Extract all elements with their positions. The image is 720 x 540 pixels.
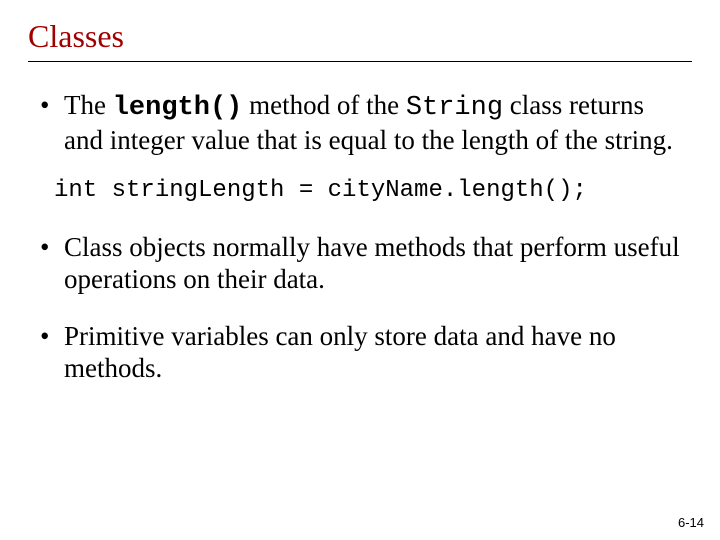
text-span: Primitive variables can only store data … [64,321,616,383]
text-span: The [64,90,113,120]
bullet-list: Class objects normally have methods that… [28,232,692,385]
bullet-item: Primitive variables can only store data … [36,321,684,385]
text-span: Class objects normally have methods that… [64,232,680,294]
bullet-item: Class objects normally have methods that… [36,232,684,296]
slide-title: Classes [28,18,692,55]
title-underline [28,61,692,62]
bullet-list: The length() method of the String class … [28,90,692,157]
slide: Classes The length() method of the Strin… [0,0,720,540]
page-number: 6-14 [678,515,704,530]
bullet-item: The length() method of the String class … [36,90,684,157]
code-line: int stringLength = cityName.length(); [54,177,692,204]
text-span: method of the [242,90,405,120]
code-span: length() [113,93,243,123]
code-span: String [406,93,503,123]
